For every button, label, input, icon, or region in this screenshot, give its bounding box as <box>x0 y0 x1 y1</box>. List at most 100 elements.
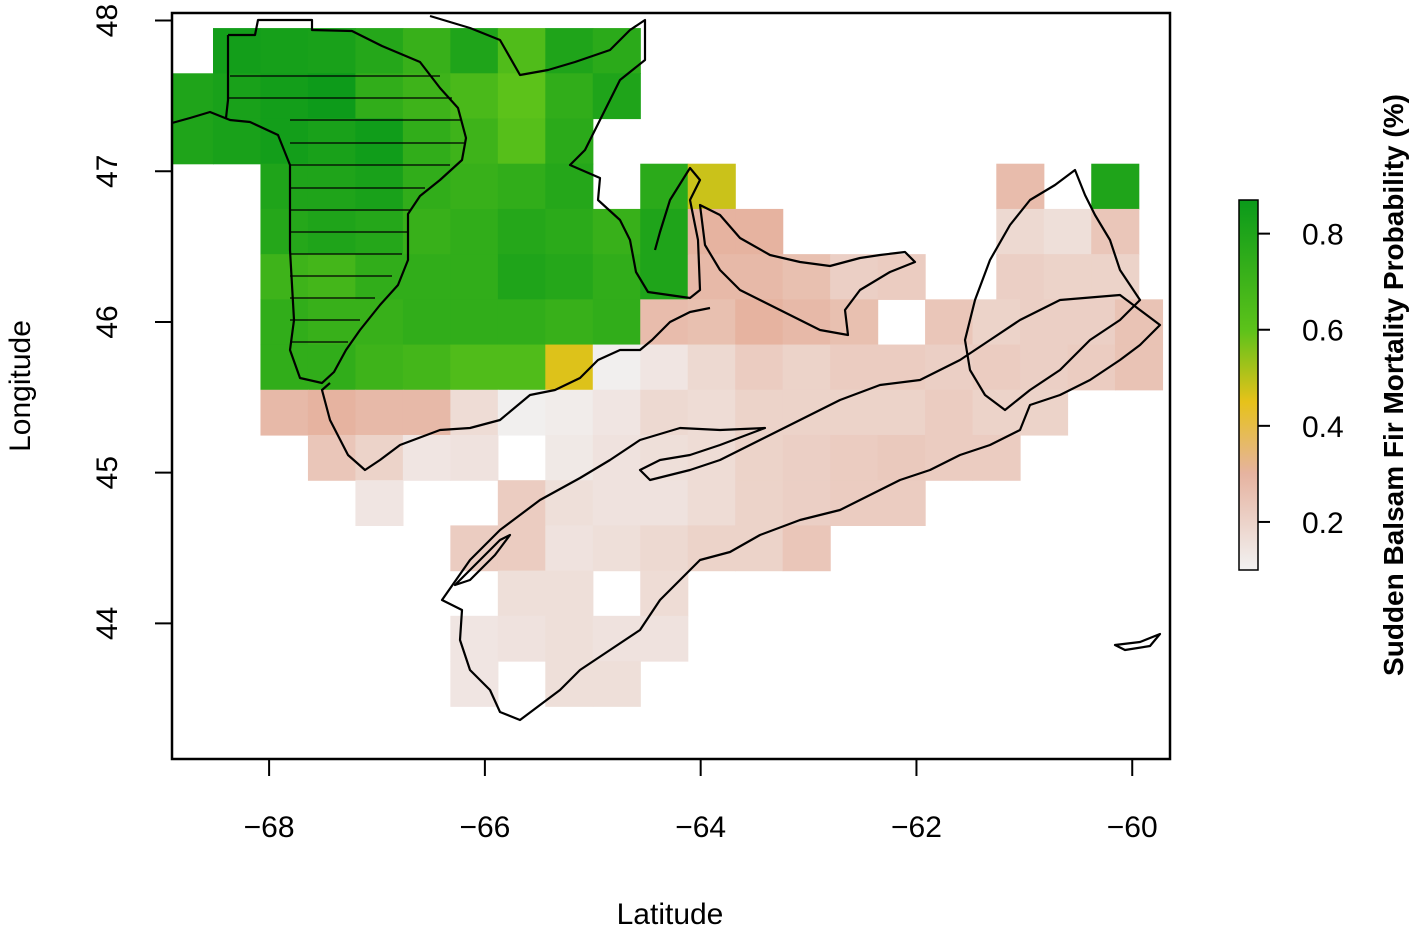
heatmap-cell <box>830 299 879 346</box>
heatmap-cell <box>450 615 499 662</box>
heatmap-cell <box>877 254 926 300</box>
heatmap-cell <box>260 389 309 436</box>
heatmap-cell <box>355 434 404 481</box>
y-tick-label: 44 <box>91 607 124 640</box>
heatmap-cell <box>687 163 736 210</box>
heatmap-cell <box>830 344 879 391</box>
heatmap-cell <box>497 615 546 662</box>
heatmap-cell <box>1043 254 1092 300</box>
heatmap-cell <box>972 344 1021 391</box>
heatmap-cell <box>592 480 641 527</box>
heatmap-cell <box>212 73 262 120</box>
heatmap-cell <box>450 163 499 210</box>
heatmap-cell <box>545 615 594 662</box>
heatmap-cell <box>972 299 1021 346</box>
heatmap-cell <box>1020 344 1069 391</box>
heatmap-cell <box>925 434 974 481</box>
y-tick-label: 47 <box>91 155 124 188</box>
heatmap-cell <box>497 344 546 391</box>
heatmap-cell <box>735 254 784 300</box>
maine-hatching <box>228 75 464 343</box>
heatmap-cell <box>355 163 404 210</box>
heatmap-cell <box>402 254 451 300</box>
heatmap-cell <box>497 208 546 255</box>
heatmap-cell <box>782 254 831 300</box>
heatmap-cell <box>450 299 499 346</box>
heatmap-cell <box>172 118 214 165</box>
heatmap-cell <box>545 299 594 346</box>
heatmap-cell <box>972 389 1021 436</box>
heatmap-cell <box>830 434 879 481</box>
heatmap-cell <box>782 434 831 481</box>
heatmap-cell <box>355 118 404 165</box>
heatmap-cell <box>307 344 357 391</box>
heatmap-cell <box>402 208 451 255</box>
heatmap-cell <box>545 73 594 120</box>
maine-west-border <box>224 35 230 119</box>
heatmap-cell <box>450 118 499 165</box>
heatmap-cell <box>640 615 689 662</box>
heatmap-cell <box>592 73 641 120</box>
heatmap-cell <box>687 480 736 527</box>
heatmap-cell <box>402 299 451 346</box>
heatmap-cell <box>735 434 784 481</box>
heatmap-cell <box>260 118 309 165</box>
heatmap-cell <box>450 254 499 300</box>
heatmap-cell <box>307 28 357 74</box>
new-brunswick-coast <box>429 14 702 300</box>
heatmap-cell <box>307 118 357 165</box>
heatmap-cell <box>545 480 594 527</box>
heatmap-cell <box>497 570 546 617</box>
heatmap-cell <box>1091 163 1140 210</box>
heatmap-cell <box>592 434 641 481</box>
heatmap-cell <box>545 28 594 74</box>
heatmap-cell <box>497 73 546 120</box>
heatmap-cell <box>307 73 357 120</box>
heatmap-cell <box>355 344 404 391</box>
heatmap-cell <box>307 163 357 210</box>
heatmap-cell <box>307 254 357 300</box>
heatmap-cell <box>640 254 689 300</box>
heatmap-cell <box>1020 299 1069 346</box>
heatmap-cell <box>545 525 594 572</box>
legend-ticks: 0.2 0.4 0.6 0.8 <box>1258 219 1344 540</box>
heatmap-cell <box>1067 299 1116 346</box>
heatmap-cell <box>402 389 451 436</box>
heatmap-cell <box>735 208 784 255</box>
heatmap-cell <box>735 525 784 572</box>
heatmap-cell <box>687 344 736 391</box>
heatmap-cell <box>497 525 546 572</box>
legend-tick-label: 0.6 <box>1302 315 1344 348</box>
heatmap-cell <box>545 163 594 210</box>
heatmap-cell <box>402 73 451 120</box>
x-tick-label: −66 <box>459 811 510 844</box>
heatmap-cell <box>592 389 641 436</box>
heatmap-cell <box>450 661 499 707</box>
bay-of-fundy-north-shore <box>320 306 711 472</box>
heatmap-cell <box>545 208 594 255</box>
x-tick-label: −62 <box>891 811 942 844</box>
heatmap-cell <box>307 434 357 481</box>
y-tick-label: 48 <box>91 4 124 37</box>
legend-tick-label: 0.4 <box>1302 411 1344 444</box>
heatmap-cell <box>497 118 546 165</box>
heatmap-cell <box>1114 344 1164 391</box>
x-axis-title: Latitude <box>617 898 724 931</box>
heatmap-cell <box>450 208 499 255</box>
heatmap-cell <box>592 254 641 300</box>
legend-colorbar <box>1238 199 1259 571</box>
x-tick-label: −64 <box>675 811 726 844</box>
heatmap-cell <box>687 208 736 255</box>
heatmap-cell <box>592 525 641 572</box>
heatmap-cell <box>402 434 451 481</box>
legend-title: Sudden Balsam Fir Mortality Probability … <box>1378 94 1409 676</box>
pei-outline <box>698 203 917 337</box>
heatmap-cell <box>1043 208 1092 255</box>
heatmap-cell <box>450 73 499 120</box>
heatmap-cell <box>545 570 594 617</box>
heatmap-cell <box>355 254 404 300</box>
heatmap-cell <box>260 73 309 120</box>
nova-scotia-outline <box>440 293 1162 722</box>
heatmap-cell <box>877 389 926 436</box>
heatmap-cell <box>592 661 641 707</box>
